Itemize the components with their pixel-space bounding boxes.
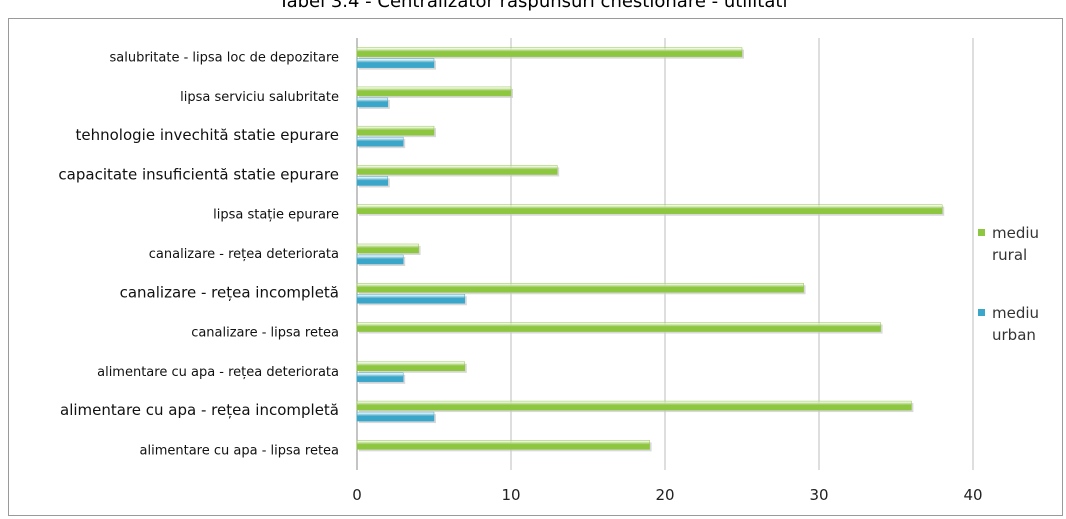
category-label: salubritate - lipsa loc de depozitare (110, 51, 340, 66)
bar-mediu-urban (356, 176, 389, 186)
bar-mediu-urban (356, 97, 389, 108)
legend-label-line1: mediu (992, 224, 1039, 242)
bar-mediu-rural (356, 243, 419, 254)
x-tick-label-40: 40 (963, 486, 982, 504)
bar-mediu-rural (356, 47, 743, 57)
bar-mediu-urban (356, 136, 404, 147)
category-label: alimentare cu apa - rețea incompletă (60, 401, 339, 419)
bar-mediu-urban (356, 254, 404, 265)
x-tick-label-10: 10 (501, 486, 520, 504)
bar-mediu-rural (356, 165, 558, 175)
bar-mediu-rural (356, 400, 912, 411)
bar-mediu-rural (356, 361, 466, 372)
category-label: canalizare - rețea deteriorata (149, 247, 339, 262)
category-label: capacitate insuficientă statie epurare (58, 165, 339, 183)
bar-mediu-urban (356, 58, 435, 68)
bar-mediu-rural (356, 283, 804, 293)
category-label: lipsa stație epurare (213, 208, 339, 223)
chart-title: Tabel 3.4 - Centralizator raspunsuri che… (278, 0, 788, 12)
legend-label-line2: urban (992, 326, 1036, 344)
legend-label-line2: rural (992, 246, 1027, 264)
legend-marker-1 (978, 309, 985, 316)
bar-mediu-rural (356, 204, 943, 214)
category-label: canalizare - rețea incompletă (120, 283, 339, 301)
chart-frame (8, 18, 1063, 516)
bar-mediu-rural (356, 125, 435, 136)
x-tick-label-30: 30 (809, 486, 828, 504)
bar-mediu-urban (356, 411, 435, 422)
category-label: alimentare cu apa - rețea deteriorata (97, 365, 339, 380)
legend-label-line1: mediu (992, 304, 1039, 322)
legend-marker-0 (978, 229, 985, 236)
bar-mediu-urban (356, 294, 466, 304)
category-label: tehnologie invechită statie epurare (76, 126, 340, 144)
bar-mediu-rural (356, 440, 650, 450)
category-label: canalizare - lipsa retea (191, 326, 339, 341)
category-label: lipsa serviciu salubritate (180, 90, 339, 105)
bar-mediu-urban (356, 372, 404, 383)
bar-mediu-rural (356, 322, 881, 332)
x-tick-label-0: 0 (352, 486, 362, 504)
x-tick-label-20: 20 (655, 486, 674, 504)
bar-mediu-rural (356, 86, 512, 97)
category-label: alimentare cu apa - lipsa retea (140, 443, 339, 458)
